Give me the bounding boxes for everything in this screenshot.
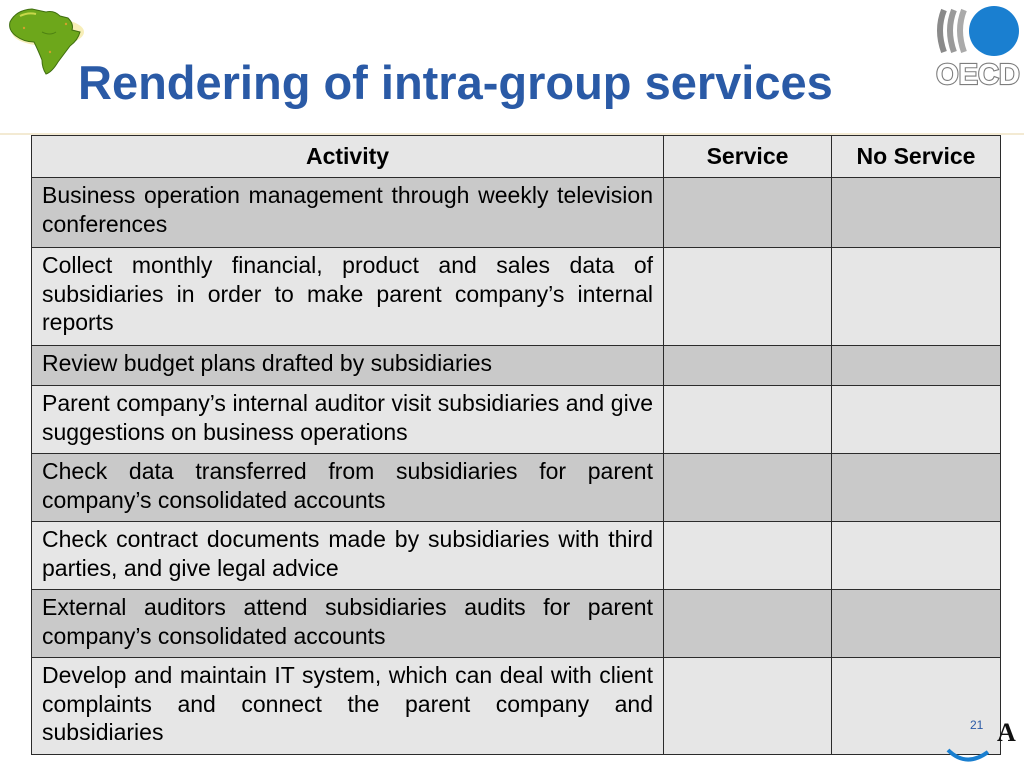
- activity-cell: Collect monthly financial, product and s…: [31, 247, 664, 346]
- activity-cell: External auditors attend subsidiaries au…: [31, 589, 664, 658]
- activity-cell: Check contract documents made by subsidi…: [31, 521, 664, 590]
- no-service-cell[interactable]: [831, 385, 1001, 454]
- no-service-cell[interactable]: [831, 453, 1001, 522]
- no-service-cell[interactable]: [831, 521, 1001, 590]
- table-header-row: Activity Service No Service: [31, 135, 1001, 178]
- service-cell[interactable]: [663, 657, 832, 755]
- table-row: Parent company’s internal auditor visit …: [31, 385, 1001, 454]
- service-cell[interactable]: [663, 345, 832, 386]
- service-cell[interactable]: [663, 177, 832, 248]
- table-row: Check data transferred from subsidiaries…: [31, 453, 1001, 522]
- page-title: Rendering of intra-group services: [78, 56, 833, 109]
- activity-cell: Business operation management through we…: [31, 177, 664, 248]
- table-row: External auditors attend subsidiaries au…: [31, 589, 1001, 658]
- activity-cell: Review budget plans drafted by subsidiar…: [31, 345, 664, 386]
- table-row: Develop and maintain IT system, which ca…: [31, 657, 1001, 755]
- activity-cell: Check data transferred from subsidiaries…: [31, 453, 664, 522]
- table-row: Check contract documents made by subsidi…: [31, 521, 1001, 590]
- oecd-logo-text: OECD: [936, 59, 1020, 90]
- service-cell[interactable]: [663, 385, 832, 454]
- service-cell[interactable]: [663, 453, 832, 522]
- africa-map-logo: [9, 8, 84, 75]
- corner-logo: [946, 748, 990, 762]
- page-number: 21: [970, 718, 984, 732]
- table-row: Collect monthly financial, product and s…: [31, 247, 1001, 346]
- column-header-activity: Activity: [31, 135, 664, 178]
- no-service-cell[interactable]: [831, 657, 1001, 755]
- service-cell[interactable]: [663, 521, 832, 590]
- service-cell[interactable]: [663, 589, 832, 658]
- no-service-cell[interactable]: [831, 247, 1001, 346]
- oecd-logo: OECD: [935, 6, 1021, 90]
- corner-letter: A: [997, 718, 1016, 747]
- no-service-cell[interactable]: [831, 177, 1001, 248]
- service-cell[interactable]: [663, 247, 832, 346]
- activity-cell: Develop and maintain IT system, which ca…: [31, 657, 664, 755]
- activity-table: Activity Service No Service Business ope…: [31, 135, 1001, 755]
- activity-cell: Parent company’s internal auditor visit …: [31, 385, 664, 454]
- table-row: Business operation management through we…: [31, 177, 1001, 248]
- no-service-cell[interactable]: [831, 345, 1001, 386]
- title-divider: [0, 133, 1024, 135]
- no-service-cell[interactable]: [831, 589, 1001, 658]
- table-row: Review budget plans drafted by subsidiar…: [31, 345, 1001, 386]
- column-header-service: Service: [663, 135, 832, 178]
- column-header-no-service: No Service: [831, 135, 1001, 178]
